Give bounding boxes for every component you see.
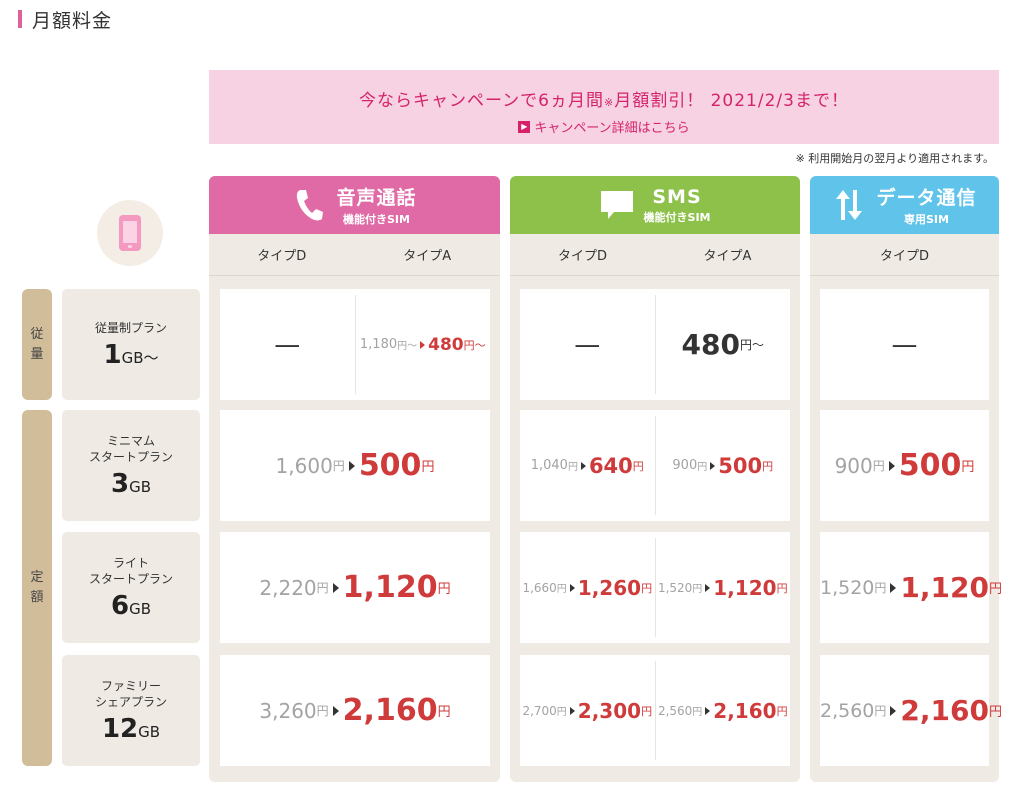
price-sms-d-metered: — bbox=[574, 329, 601, 360]
page-title-text: 月額料金 bbox=[32, 9, 113, 32]
price-cell-data-12gb: 2,560 円 2,160 円 bbox=[820, 655, 1002, 766]
chevron-right-icon: ▶ bbox=[518, 120, 531, 133]
price-cell-voice-3gb: 1,600 円 500 円 bbox=[220, 410, 490, 521]
sms-sim-sub: 機能付きSIM bbox=[643, 210, 711, 224]
plan-name-line1: ファミリー bbox=[100, 678, 161, 693]
arrow-right-icon bbox=[705, 706, 711, 715]
price-cell-data-metered: — bbox=[820, 289, 989, 400]
data-sim-sub: 専用SIM bbox=[904, 213, 949, 226]
price-cell-voice-12gb: 3,260 円 2,160 円 bbox=[220, 655, 490, 766]
arrow-right-icon bbox=[569, 706, 575, 715]
flat-group-tab: 定 額 bbox=[22, 410, 52, 766]
plan-name: 従量制プラン bbox=[94, 320, 167, 335]
arrow-right-icon bbox=[332, 582, 339, 593]
sms-type-a: タイプA bbox=[703, 249, 752, 264]
phone-handset-icon bbox=[292, 188, 326, 222]
arrow-right-icon bbox=[890, 705, 897, 716]
smartphone-icon bbox=[97, 200, 163, 266]
price-sms-a-3gb: 900 円 500 円 bbox=[654, 416, 791, 515]
voice-type-row: タイプD タイプA bbox=[209, 234, 500, 276]
plan-name-line2: スタートプラン bbox=[88, 449, 173, 464]
sms-type-row: タイプD タイプA bbox=[510, 234, 800, 276]
plan-capacity: 12GB bbox=[101, 713, 161, 744]
arrow-right-icon bbox=[569, 583, 575, 592]
page-title: 月額料金 bbox=[18, 6, 112, 32]
plan-name-line2: シェアプラン bbox=[94, 694, 167, 709]
sms-sim-header: SMS 機能付きSIM bbox=[510, 176, 800, 234]
metered-group-char-1: 従 bbox=[30, 326, 44, 342]
campaign-note-mark: ※ bbox=[603, 96, 615, 109]
price-cell-sms-6gb: 1,660 円 1,260 円 1,520 円 1,120 円 bbox=[520, 532, 790, 643]
arrow-right-icon bbox=[705, 583, 711, 592]
plan-name-line2: スタートプラン bbox=[88, 571, 173, 586]
price-data-3gb: 900 円 500 円 bbox=[834, 448, 975, 483]
campaign-details-link-label[interactable]: キャンペーン詳細はこちら bbox=[534, 121, 690, 136]
price-cell-sms-3gb: 1,040 円 640 円 900 円 500 円 bbox=[520, 410, 790, 521]
plan-label-minimum: ミニマム スタートプラン 3GB bbox=[62, 410, 200, 521]
voice-sim-name: 音声通話 bbox=[336, 187, 417, 209]
campaign-banner: 今ならキャンペーンで6ヵ月間※月額割引！ 2021/2/3まで！ ▶ キャンペー… bbox=[209, 70, 999, 144]
price-data-6gb: 1,520 円 1,120 円 bbox=[820, 571, 1003, 604]
price-cell-data-6gb: 1,520 円 1,120 円 bbox=[820, 532, 1002, 643]
price-data-d-metered: — bbox=[891, 329, 918, 360]
plan-label-metered: 従量制プラン 1GB〜 bbox=[62, 289, 200, 400]
voice-sim-sub: 機能付きSIM bbox=[343, 213, 410, 226]
data-sim-name: データ通信 bbox=[876, 187, 977, 209]
arrow-right-icon bbox=[890, 582, 897, 593]
arrow-right-icon bbox=[420, 340, 426, 349]
chat-bubble-icon bbox=[600, 188, 634, 222]
campaign-details-link[interactable]: ▶ キャンペーン詳細はこちら bbox=[209, 117, 999, 136]
price-sms-d-6gb: 1,660 円 1,260 円 bbox=[522, 575, 653, 600]
price-cell-voice-metered: — 1,180 円〜 480 円〜 bbox=[220, 289, 490, 400]
arrow-right-icon bbox=[580, 461, 586, 470]
campaign-text-before: 今ならキャンペーンで6ヵ月間 bbox=[359, 91, 604, 111]
campaign-text-after: 月額割引！ 2021/2/3まで！ bbox=[614, 91, 849, 111]
arrow-right-icon bbox=[888, 460, 895, 471]
price-cell-voice-6gb: 2,220 円 1,120 円 bbox=[220, 532, 490, 643]
price-sms-a-metered: 480 円〜 bbox=[654, 295, 791, 394]
price-sms-d-12gb: 2,700 円 2,300 円 bbox=[522, 698, 653, 723]
data-type-row: タイプD bbox=[810, 234, 999, 276]
price-voice-12gb: 3,260 円 2,160 円 bbox=[259, 693, 451, 728]
plan-name-line1: ライト bbox=[112, 555, 149, 570]
price-voice-d-metered: — bbox=[274, 329, 301, 360]
plan-capacity: 1GB〜 bbox=[103, 339, 159, 370]
price-voice-a-metered: 1,180 円〜 480 円〜 bbox=[354, 295, 491, 394]
arrow-right-icon bbox=[710, 461, 716, 470]
campaign-text: 今ならキャンペーンで6ヵ月間※月額割引！ 2021/2/3まで！ bbox=[209, 86, 999, 111]
data-sim-header: データ通信 専用SIM bbox=[810, 176, 999, 234]
plan-label-light: ライト スタートプラン 6GB bbox=[62, 532, 200, 643]
price-voice-6gb: 2,220 円 1,120 円 bbox=[259, 570, 451, 605]
price-cell-sms-metered: — 480 円〜 bbox=[520, 289, 790, 400]
flat-group-char-1: 定 bbox=[30, 570, 44, 585]
plan-name-line1: ミニマム bbox=[106, 433, 155, 448]
data-type-d: タイプD bbox=[879, 249, 929, 264]
price-voice-3gb: 1,600 円 500 円 bbox=[275, 448, 435, 483]
voice-type-d: タイプD bbox=[257, 249, 307, 264]
price-sms-a-6gb: 1,520 円 1,120 円 bbox=[654, 538, 791, 637]
arrow-right-icon bbox=[332, 705, 339, 716]
footnote: ※ 利用開始月の翌月より適用されます。 bbox=[795, 152, 994, 165]
title-accent-bar bbox=[18, 10, 22, 28]
arrow-right-icon bbox=[348, 460, 355, 471]
voice-sim-header: 音声通話 機能付きSIM bbox=[209, 176, 500, 234]
voice-type-a: タイプA bbox=[403, 249, 452, 264]
flat-group-char-2: 額 bbox=[30, 590, 44, 605]
metered-group-char-2: 量 bbox=[30, 346, 44, 362]
sms-sim-name: SMS bbox=[652, 185, 702, 208]
sms-type-d: タイプD bbox=[557, 249, 607, 264]
plan-label-family: ファミリー シェアプラン 12GB bbox=[62, 655, 200, 766]
price-sms-a-12gb: 2,560 円 2,160 円 bbox=[654, 661, 791, 760]
price-sms-d-3gb: 1,040 円 640 円 bbox=[530, 453, 644, 478]
plan-capacity: 6GB bbox=[110, 590, 151, 621]
plan-capacity: 3GB bbox=[110, 468, 151, 499]
price-data-12gb: 2,560 円 2,160 円 bbox=[820, 694, 1003, 727]
price-cell-sms-12gb: 2,700 円 2,300 円 2,560 円 2,160 円 bbox=[520, 655, 790, 766]
up-down-arrows-icon bbox=[832, 188, 866, 222]
metered-group-tab: 従 量 bbox=[22, 289, 52, 400]
price-cell-data-3gb: 900 円 500 円 bbox=[820, 410, 989, 521]
